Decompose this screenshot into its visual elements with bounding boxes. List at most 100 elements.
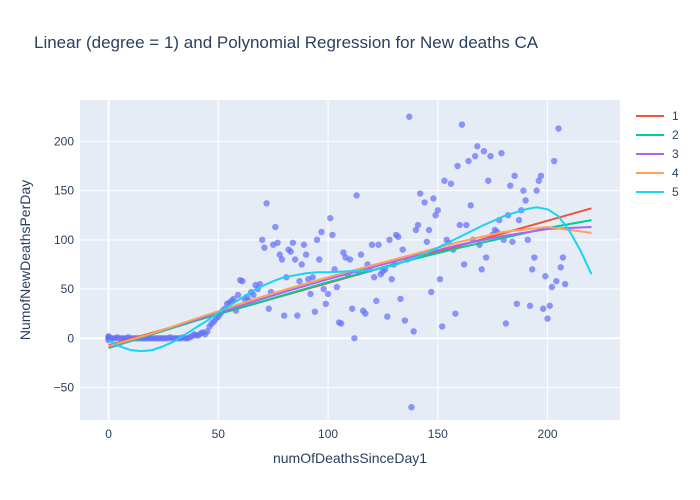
data-point bbox=[333, 283, 341, 291]
data-point bbox=[274, 239, 281, 246]
data-point bbox=[351, 335, 358, 342]
data-point bbox=[307, 290, 314, 298]
data-point bbox=[432, 212, 439, 219]
data-point bbox=[474, 143, 481, 150]
data-point bbox=[417, 190, 424, 197]
data-point bbox=[465, 157, 472, 165]
legend-label: 5 bbox=[672, 185, 679, 199]
data-point bbox=[559, 254, 567, 261]
data-point bbox=[388, 276, 395, 283]
data-point bbox=[375, 241, 382, 248]
data-point bbox=[410, 328, 417, 335]
x-tick-label: 0 bbox=[105, 427, 112, 441]
data-point bbox=[296, 277, 303, 285]
y-tick-label: 150 bbox=[54, 184, 74, 198]
data-point bbox=[318, 228, 325, 236]
data-point bbox=[316, 256, 323, 263]
legend-item-1[interactable]: 1 bbox=[636, 109, 679, 123]
regression-lines bbox=[108, 206, 593, 353]
data-point bbox=[384, 313, 391, 320]
data-point bbox=[386, 236, 393, 244]
data-point bbox=[239, 277, 246, 285]
data-point bbox=[258, 236, 266, 244]
data-point bbox=[230, 295, 237, 303]
data-point bbox=[370, 274, 378, 281]
legend-item-5[interactable]: 5 bbox=[636, 185, 679, 199]
data-point bbox=[234, 291, 242, 299]
x-axis-title: numOfDeathsSinceDay1 bbox=[273, 450, 427, 466]
y-tick-label: 0 bbox=[67, 331, 74, 345]
data-point bbox=[329, 231, 336, 239]
data-point bbox=[460, 261, 468, 268]
y-axis-title: NumofNewDeathsPerDay bbox=[17, 180, 33, 340]
legend-label: 2 bbox=[672, 128, 679, 142]
data-point bbox=[406, 113, 413, 120]
data-point bbox=[302, 251, 310, 258]
data-point bbox=[324, 290, 332, 298]
data-point bbox=[265, 305, 272, 312]
data-point bbox=[526, 302, 534, 309]
data-point bbox=[548, 283, 556, 291]
data-point bbox=[204, 328, 211, 335]
data-point bbox=[399, 246, 406, 253]
data-point bbox=[340, 249, 347, 256]
x-tick-label: 50 bbox=[212, 427, 226, 441]
data-point bbox=[436, 276, 444, 283]
data-point bbox=[294, 312, 301, 319]
data-point bbox=[408, 404, 415, 411]
data-point bbox=[250, 291, 257, 299]
data-point bbox=[542, 273, 549, 280]
data-point bbox=[353, 192, 360, 199]
data-point bbox=[524, 236, 532, 244]
data-point bbox=[533, 187, 540, 194]
data-point bbox=[368, 241, 376, 248]
data-point bbox=[414, 221, 422, 229]
chart-title: Linear (degree = 1) and Polynomial Regre… bbox=[34, 33, 539, 52]
data-point bbox=[263, 200, 270, 207]
data-point bbox=[454, 162, 461, 170]
data-point bbox=[425, 226, 433, 234]
data-point bbox=[539, 305, 547, 312]
legend-item-3[interactable]: 3 bbox=[636, 147, 679, 161]
data-point bbox=[544, 315, 551, 322]
data-point bbox=[535, 177, 542, 184]
x-tick-label: 150 bbox=[428, 427, 448, 441]
data-point bbox=[313, 236, 321, 244]
data-point bbox=[511, 172, 518, 180]
data-point bbox=[261, 244, 268, 251]
y-tick-label: 100 bbox=[54, 233, 74, 247]
data-point bbox=[487, 152, 494, 160]
data-point bbox=[513, 300, 521, 308]
legend-label: 3 bbox=[672, 147, 679, 161]
data-point bbox=[397, 295, 404, 303]
legend-item-2[interactable]: 2 bbox=[636, 128, 679, 142]
data-point bbox=[428, 288, 435, 296]
data-point bbox=[528, 266, 536, 273]
x-tick-label: 100 bbox=[318, 427, 338, 441]
data-point bbox=[438, 323, 446, 330]
legend-item-4[interactable]: 4 bbox=[636, 166, 679, 180]
data-point bbox=[320, 285, 327, 293]
data-point bbox=[430, 195, 437, 202]
data-point bbox=[311, 308, 319, 315]
legend-label: 4 bbox=[672, 166, 679, 180]
data-point bbox=[346, 256, 354, 263]
data-point bbox=[509, 238, 516, 245]
data-point bbox=[338, 320, 345, 327]
data-point bbox=[522, 197, 529, 204]
data-point bbox=[463, 221, 470, 229]
data-point bbox=[298, 261, 305, 268]
data-point bbox=[561, 280, 569, 288]
data-point bbox=[309, 274, 316, 281]
legend[interactable]: 1 2 3 4 5 bbox=[636, 109, 679, 199]
data-point bbox=[348, 305, 356, 312]
data-point bbox=[471, 152, 479, 160]
data-point bbox=[485, 177, 492, 184]
data-point bbox=[553, 277, 560, 285]
data-point bbox=[287, 248, 294, 255]
data-point bbox=[458, 121, 466, 128]
data-point bbox=[272, 223, 279, 231]
data-point bbox=[401, 317, 409, 324]
data-point bbox=[555, 125, 562, 132]
